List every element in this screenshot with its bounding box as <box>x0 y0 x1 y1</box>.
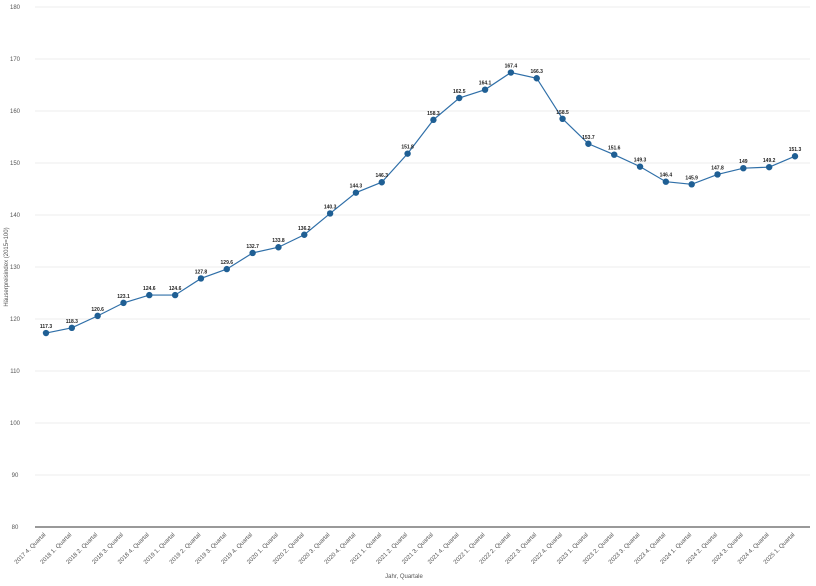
value-label: 146.4 <box>660 173 673 179</box>
point <box>636 163 644 170</box>
point <box>765 163 773 171</box>
point <box>146 291 153 299</box>
y-tick-label: 120 <box>10 317 21 323</box>
point <box>352 189 360 196</box>
point <box>740 165 747 172</box>
value-label: 123.1 <box>117 294 130 300</box>
value-label: 120.6 <box>91 307 104 313</box>
value-label: 124.6 <box>169 286 182 292</box>
y-tick-label: 150 <box>10 161 21 167</box>
point <box>197 275 205 282</box>
point <box>585 140 592 147</box>
value-label: 151.8 <box>401 145 414 151</box>
y-tick-label: 170 <box>10 57 21 63</box>
value-label: 133.8 <box>272 238 285 244</box>
point <box>275 244 282 251</box>
point <box>507 69 515 76</box>
value-label: 149.3 <box>634 158 647 164</box>
value-label: 127.8 <box>195 269 208 275</box>
value-label: 162.5 <box>453 89 466 95</box>
value-label: 151.3 <box>789 147 802 153</box>
point <box>714 171 721 178</box>
value-label: 117.3 <box>40 324 52 330</box>
point <box>120 299 127 307</box>
point <box>456 94 463 102</box>
value-label: 158.3 <box>427 111 440 117</box>
value-label: 132.7 <box>246 244 259 250</box>
point <box>481 86 489 93</box>
point <box>171 291 179 299</box>
y-tick-label: 130 <box>10 265 21 271</box>
y-tick-label: 100 <box>10 421 21 427</box>
value-label: 158.5 <box>556 110 569 116</box>
point <box>249 249 256 257</box>
point <box>559 115 566 123</box>
value-label: 164.1 <box>479 81 492 87</box>
point <box>791 153 799 160</box>
y-tick-label: 160 <box>10 109 21 115</box>
value-label: 129.6 <box>221 260 234 266</box>
point <box>301 231 308 238</box>
value-label: 146.3 <box>376 173 389 179</box>
line <box>45 71 796 334</box>
point <box>94 312 101 320</box>
point <box>611 151 618 158</box>
y-axis-label: Häuserpreisindex (2015=100) <box>4 227 10 306</box>
y-tick-label: 180 <box>10 5 21 11</box>
point <box>68 324 76 332</box>
point <box>378 179 385 186</box>
value-label: 149.2 <box>763 158 776 164</box>
point <box>533 75 540 82</box>
value-label: 149 <box>739 159 748 165</box>
point <box>42 329 50 337</box>
value-label: 153.7 <box>582 135 595 141</box>
value-label: 166.3 <box>530 69 543 75</box>
x-axis-label: Jahr, Quartale <box>385 574 423 580</box>
value-label: 118.3 <box>66 319 78 325</box>
point <box>326 210 334 217</box>
value-label: 167.4 <box>505 64 518 70</box>
point <box>688 181 695 188</box>
value-label: 124.6 <box>143 286 156 292</box>
value-label: 140.3 <box>324 204 337 210</box>
y-tick-label: 110 <box>10 369 20 375</box>
value-label: 151.6 <box>608 146 621 152</box>
point <box>662 178 670 185</box>
point <box>404 150 411 157</box>
value-label: 147.8 <box>711 165 724 171</box>
y-tick-label: 90 <box>12 473 19 479</box>
value-label: 136.2 <box>298 226 311 232</box>
y-tick-label: 140 <box>10 213 21 219</box>
point <box>223 265 230 273</box>
value-label: 145.9 <box>685 175 698 181</box>
value-label: 144.3 <box>350 184 363 190</box>
point <box>430 116 437 124</box>
y-tick-label: 80 <box>12 525 19 531</box>
